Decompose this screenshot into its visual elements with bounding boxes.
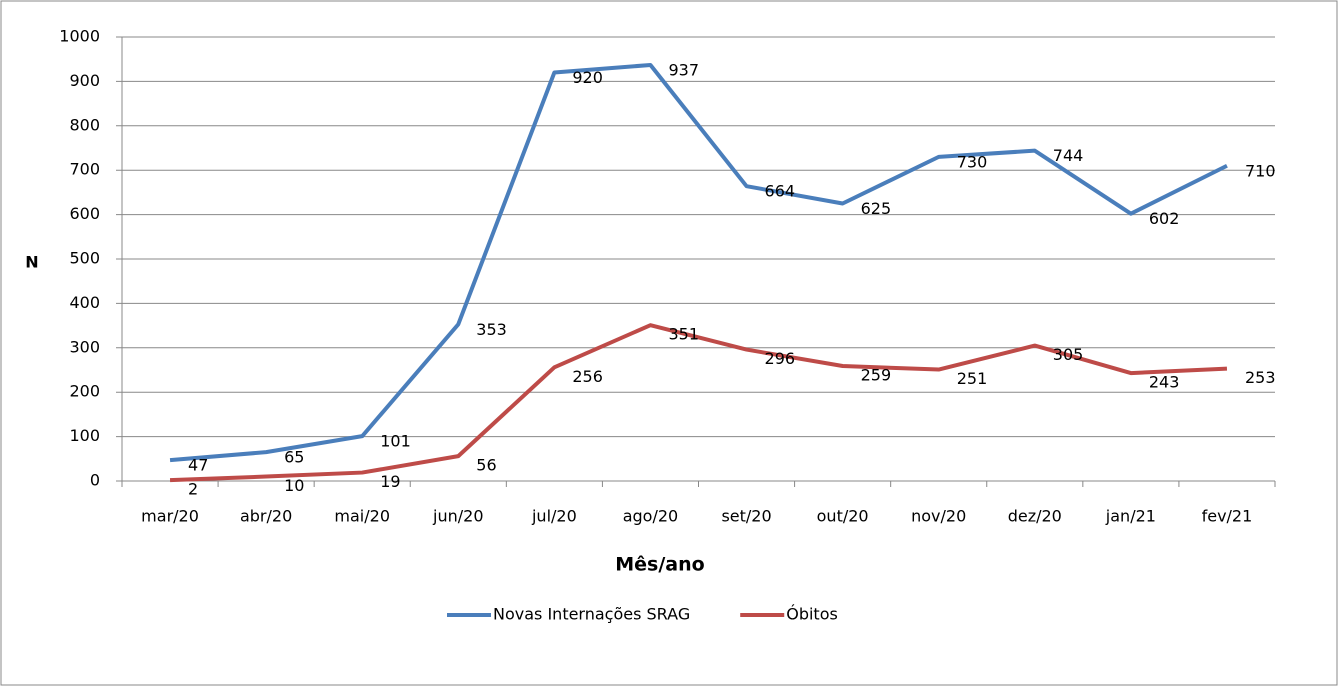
x-tick-label: set/20 — [721, 507, 771, 526]
y-tick-label: 900 — [69, 71, 100, 90]
data-label: 19 — [380, 472, 400, 491]
data-label: 2 — [188, 480, 198, 499]
x-tick-label: out/20 — [817, 507, 869, 526]
y-tick-label: 600 — [69, 204, 100, 223]
y-tick-label: 0 — [90, 471, 100, 490]
data-label: 253 — [1245, 368, 1276, 387]
data-label: 47 — [188, 456, 208, 475]
data-label: 256 — [572, 367, 603, 386]
legend-label: Novas Internações SRAG — [493, 605, 690, 624]
data-label: 101 — [380, 432, 411, 451]
y-tick-label: 800 — [69, 115, 100, 134]
data-label: 664 — [765, 182, 796, 201]
data-label: 259 — [861, 366, 892, 385]
data-label: 730 — [957, 152, 988, 171]
x-tick-label: abr/20 — [240, 507, 292, 526]
data-label: 937 — [668, 60, 699, 79]
y-tick-label: 100 — [69, 426, 100, 445]
data-label: 10 — [284, 476, 304, 495]
data-label: 243 — [1149, 373, 1180, 392]
y-tick-label: 300 — [69, 337, 100, 356]
x-tick-label: fev/21 — [1202, 507, 1253, 526]
data-label: 625 — [861, 199, 892, 218]
series-line — [169, 62, 1228, 463]
y-axis-title: N — [25, 253, 38, 272]
y-tick-label: 1000 — [59, 27, 100, 46]
series-line — [169, 323, 1228, 483]
x-axis-title: Mês/ano — [615, 554, 704, 576]
data-label: 305 — [1053, 345, 1084, 364]
legend-label: Óbitos — [786, 605, 838, 624]
data-label: 353 — [476, 320, 507, 339]
x-tick-label: jun/20 — [432, 507, 483, 526]
x-tick-label: jul/20 — [531, 507, 577, 526]
x-tick-label: ago/20 — [623, 507, 679, 526]
data-label: 65 — [284, 448, 304, 467]
data-label: 296 — [765, 349, 796, 368]
x-tick-label: jan/21 — [1105, 507, 1156, 526]
y-tick-label: 200 — [69, 382, 100, 401]
data-label: 602 — [1149, 209, 1180, 228]
x-tick-label: mar/20 — [141, 507, 199, 526]
data-label: 351 — [668, 325, 699, 344]
x-tick-label: dez/20 — [1008, 507, 1062, 526]
y-tick-label: 400 — [69, 293, 100, 312]
y-tick-label: 500 — [69, 249, 100, 268]
data-label: 744 — [1053, 146, 1084, 165]
data-label: 56 — [476, 456, 496, 475]
data-label: 251 — [957, 369, 988, 388]
data-label: 710 — [1245, 161, 1276, 180]
x-tick-label: nov/20 — [911, 507, 966, 526]
data-label: 920 — [572, 68, 603, 87]
y-tick-label: 700 — [69, 160, 100, 179]
x-tick-label: mai/20 — [334, 507, 390, 526]
